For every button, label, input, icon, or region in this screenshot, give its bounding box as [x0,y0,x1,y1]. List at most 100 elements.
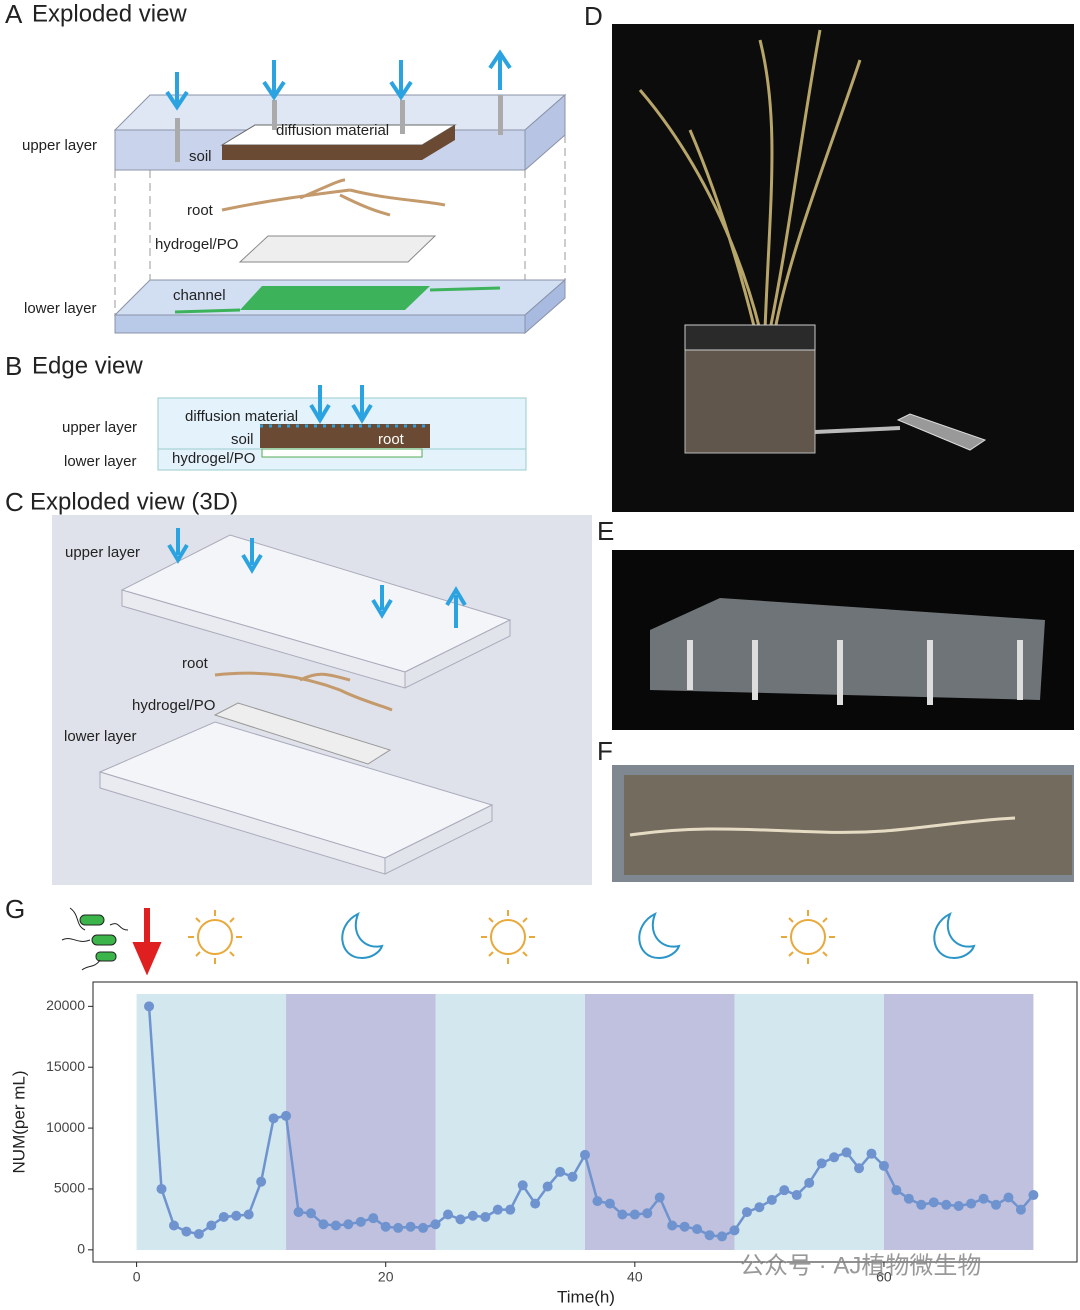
data-point [854,1163,865,1174]
label: soil [189,148,212,165]
data-point [144,1001,155,1012]
data-point [330,1220,341,1231]
label: lower layer [64,728,137,745]
data-point [741,1207,752,1218]
data-point [617,1209,628,1220]
data-point [667,1220,678,1231]
panel-label: A [5,0,23,29]
chart: 0 5000 10000 15000 20000 0 20 40 60 [46,994,1039,1285]
y-tick-label: 0 [77,1241,85,1257]
panel-label: E [597,516,614,546]
data-point [505,1204,516,1215]
data-point [1003,1192,1014,1203]
watermark: 公众号 · AJ植物微生物 [740,1252,981,1279]
data-point [941,1199,952,1210]
x-tick-label: 60 [876,1269,892,1285]
data-point [567,1171,578,1182]
data-point [193,1229,204,1239]
data-point [380,1221,391,1232]
data-point [1015,1204,1026,1215]
y-axis-label: NUM(per mL) [9,1071,28,1174]
panel-label: G [5,894,25,924]
data-point [492,1204,503,1215]
period-band [286,994,436,1250]
data-point [243,1209,254,1220]
label: root [378,431,405,448]
y-tick-label: 10000 [46,1119,85,1135]
label: lower layer [24,300,97,317]
panel-label: F [597,736,613,766]
data-point [978,1193,989,1204]
data-point [791,1190,802,1201]
panel-label: B [5,351,22,381]
data-point [318,1219,329,1230]
data-point [293,1207,304,1218]
data-point [891,1185,902,1196]
data-point [168,1220,179,1231]
data-point [991,1199,1002,1210]
data-point [256,1176,267,1187]
period-band [136,994,287,1250]
label: diffusion material [185,408,298,425]
label: upper layer [22,137,97,154]
edge-view-drawing [157,385,527,471]
data-point [916,1199,927,1210]
panel-title: Edge view [32,352,143,379]
photo-plant [612,24,1074,512]
data-point [804,1177,815,1188]
data-point [480,1211,491,1222]
plot-frame [92,981,1078,1263]
data-point [580,1149,590,1160]
label: root [182,655,209,672]
data-point [1028,1190,1039,1201]
data-point [816,1158,827,1169]
y-tick-label: 20000 [46,997,85,1013]
data-point [841,1147,852,1158]
label: hydrogel/PO [172,450,255,467]
icons [61,907,976,976]
data-point [442,1209,453,1220]
data-point [679,1221,690,1232]
data-point [430,1219,441,1230]
data-point [517,1180,528,1191]
data-point [305,1208,316,1219]
label: upper layer [62,419,137,436]
period-band [883,994,1034,1250]
photo-device [612,550,1074,730]
data-point [231,1210,242,1221]
data-point [542,1181,553,1192]
data-point [654,1192,665,1203]
photo-root [612,765,1074,882]
data-point [405,1221,416,1232]
label: lower layer [64,453,137,470]
data-point [393,1222,404,1233]
data-point [878,1160,889,1171]
data-point [717,1231,728,1242]
panel-label: C [5,487,24,517]
data-point [181,1226,192,1237]
data-point [268,1113,279,1124]
data-point [903,1193,914,1204]
data-point [418,1222,429,1233]
data-point [604,1198,615,1209]
data-point [866,1148,877,1159]
label: upper layer [65,544,140,561]
x-tick-label: 40 [627,1269,643,1285]
label: diffusion material [276,122,389,139]
data-point [206,1220,217,1231]
y-tick-label: 5000 [54,1180,85,1196]
upper-layer-drawing [113,49,567,335]
exploded-3d-drawing [52,515,592,885]
data-point [592,1196,603,1207]
data-point [829,1152,840,1163]
period-band [734,994,884,1250]
panel-title: Exploded view (3D) [30,488,238,515]
label: soil [231,431,254,448]
data-point [467,1210,478,1221]
data-point [779,1185,790,1196]
data-point [729,1225,740,1236]
data-point [928,1197,939,1208]
label: channel [173,287,226,304]
label: hydrogel/PO [155,236,238,253]
label: hydrogel/PO [132,697,215,714]
